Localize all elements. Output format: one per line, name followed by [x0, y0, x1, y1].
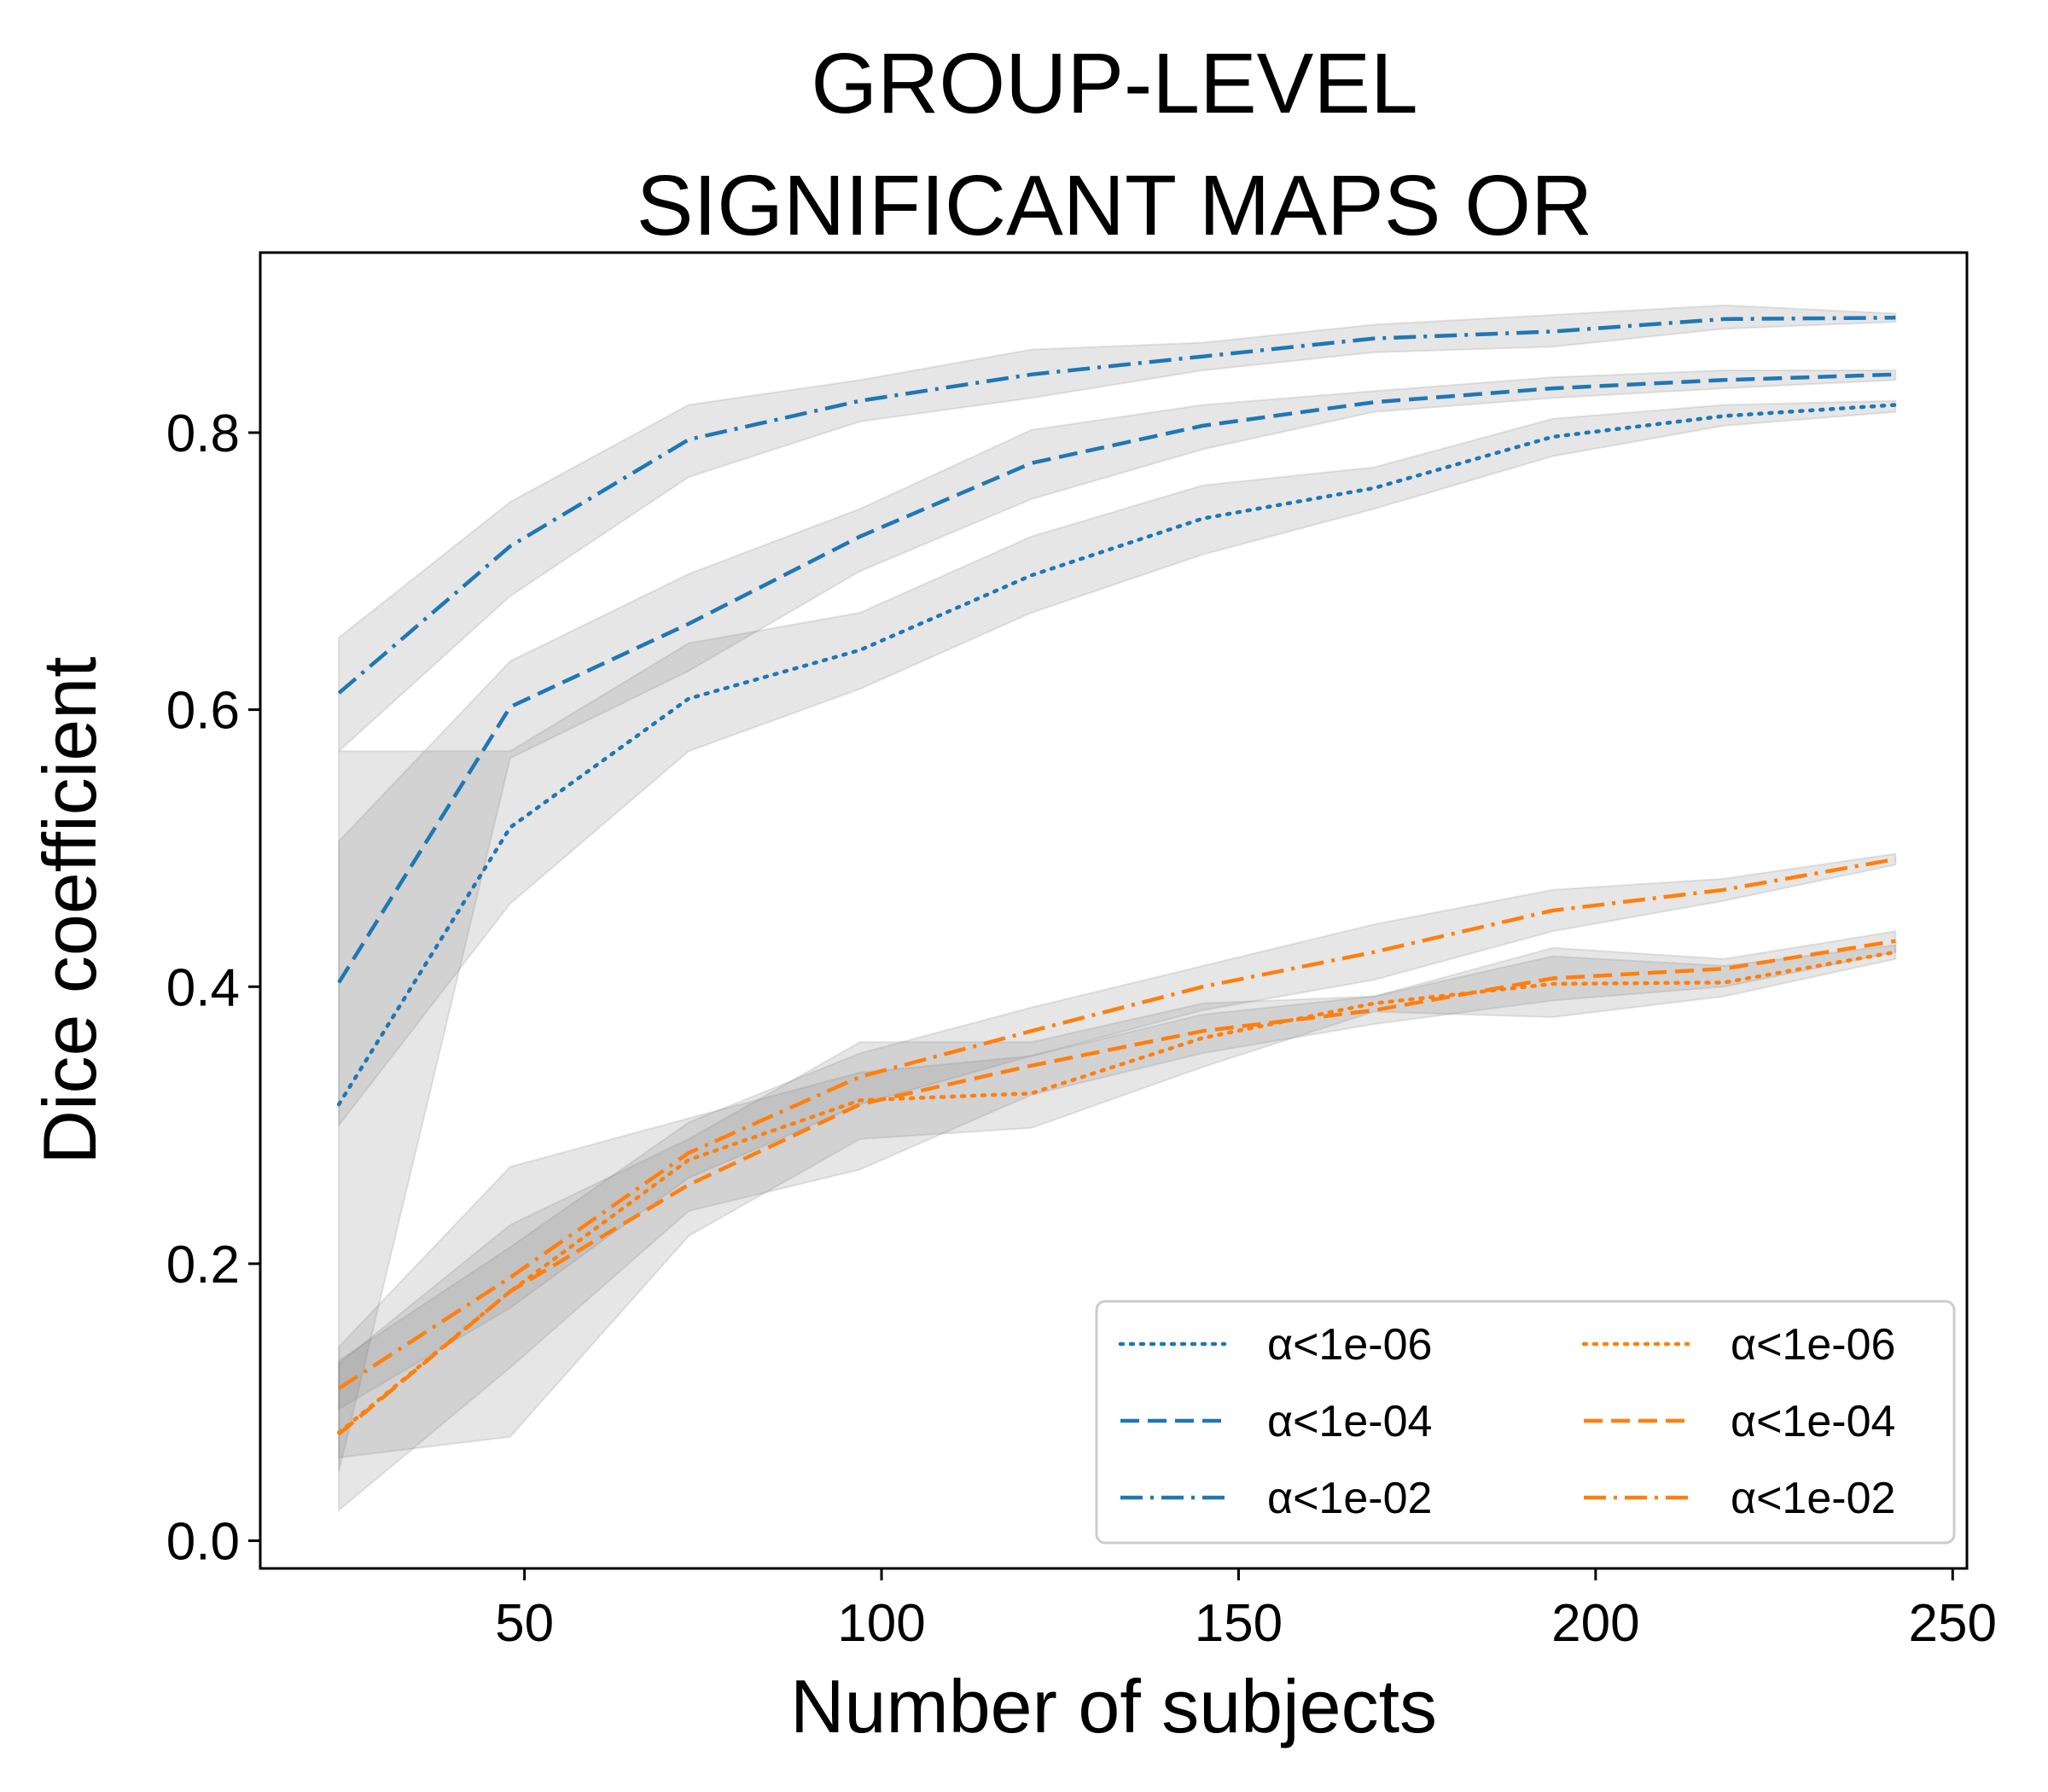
series-line-4	[336, 950, 1898, 1435]
y-tick-label: 0.4	[166, 958, 240, 1017]
legend-box	[1095, 1300, 1956, 1545]
x-tick-label: 250	[1909, 1594, 1997, 1653]
plot-frame	[259, 251, 1969, 1570]
y-axis-label: Dice coefficient	[27, 656, 112, 1164]
series-line-5	[337, 939, 1896, 1436]
series-line-2	[337, 372, 1896, 984]
x-tick-label: 50	[495, 1594, 554, 1653]
x-tick-label: 100	[837, 1594, 925, 1653]
legend-label-1: α<1e-06	[1267, 1320, 1432, 1370]
y-tick-label: 0.2	[166, 1236, 240, 1295]
chart-title-line-2: SIGNIFICANT MAPS OR	[637, 158, 1593, 253]
legend-label-6: α<1e-02	[1731, 1474, 1895, 1523]
y-axis: 0.0 0.2 0.4 0.6 0.8	[166, 404, 260, 1572]
x-axis-label: Number of subjects	[790, 1664, 1437, 1748]
confidence-band-1	[338, 399, 1897, 1128]
x-tick-label: 200	[1551, 1594, 1639, 1653]
chart-title-line-1: GROUP-LEVEL	[811, 36, 1417, 131]
series-line-1	[336, 403, 1898, 1107]
confidence-band-3	[338, 304, 1897, 753]
y-tick-label: 0.0	[166, 1513, 240, 1572]
x-tick-label: 150	[1195, 1594, 1283, 1653]
y-tick-label: 0.6	[166, 682, 240, 741]
series-line-6	[337, 857, 1896, 1390]
legend: α<1e-06 α<1e-04 α<1e-02 α<1e-06 α<1e-04 α<1e-…	[1095, 1300, 1956, 1545]
series-line-3	[337, 316, 1896, 695]
legend-label-3: α<1e-02	[1267, 1474, 1432, 1523]
legend-label-4: α<1e-06	[1731, 1320, 1895, 1370]
series-lines	[336, 316, 1898, 1436]
y-tick-label: 0.8	[166, 404, 240, 463]
legend-label-2: α<1e-04	[1267, 1397, 1432, 1446]
confidence-band-2	[338, 369, 1897, 1472]
x-axis: 50 100 150 200 250	[495, 1568, 1997, 1653]
confidence-band-6	[338, 852, 1897, 1411]
legend-label-5: α<1e-04	[1731, 1397, 1895, 1446]
